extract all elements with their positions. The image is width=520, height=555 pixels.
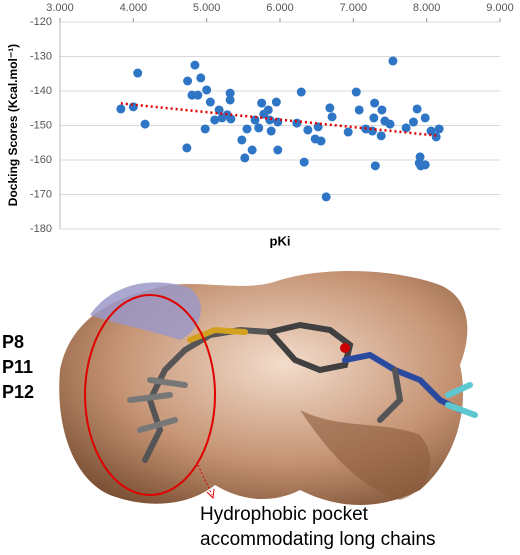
point: [367, 126, 377, 136]
point: [434, 124, 444, 134]
point: [225, 88, 235, 98]
arrow-head: [206, 488, 215, 500]
point: [240, 153, 250, 163]
point: [193, 90, 203, 100]
point: [242, 124, 252, 134]
pocket-label: P12: [2, 382, 34, 402]
point: [271, 97, 281, 107]
point: [237, 135, 247, 145]
y-tick-label: -130: [30, 50, 52, 62]
point: [257, 98, 267, 108]
x-tick-label: 5.000: [193, 2, 221, 14]
x-axis-label: pKi: [270, 233, 291, 248]
point: [225, 95, 235, 105]
annotation: accommodating long chains: [200, 529, 436, 550]
surface-fold: [300, 410, 431, 500]
point: [354, 105, 364, 115]
point: [265, 115, 275, 125]
point: [415, 152, 425, 162]
point: [420, 160, 430, 170]
point: [296, 87, 306, 97]
point: [210, 115, 220, 125]
x-tick-label: 7.000: [340, 2, 368, 14]
point: [254, 123, 264, 133]
point: [401, 123, 411, 133]
point: [370, 98, 380, 108]
y-tick-label: -180: [30, 223, 52, 235]
point: [140, 119, 150, 129]
y-tick-label: -160: [30, 154, 52, 166]
point: [370, 161, 380, 171]
point: [292, 118, 302, 128]
point: [327, 112, 337, 122]
y-axis-label: Docking Scores (Kcal.mol⁻¹): [6, 44, 20, 206]
point: [412, 104, 422, 114]
point: [343, 127, 353, 137]
pocket-label: P11: [2, 357, 33, 377]
point: [303, 125, 313, 135]
annotation: Hydrophobic pocket: [200, 504, 369, 525]
pocket-ring: [84, 294, 216, 496]
point: [266, 126, 276, 136]
point: [250, 115, 260, 125]
point: [377, 105, 387, 115]
point: [385, 119, 395, 129]
point: [376, 131, 386, 141]
point: [369, 113, 379, 123]
point: [247, 145, 257, 155]
point: [200, 124, 210, 134]
point: [182, 143, 192, 153]
point: [263, 105, 273, 115]
arrow: [197, 464, 213, 496]
x-tick-label: 6.000: [266, 2, 294, 14]
docking-figure: P8 P11 P12 Hydrophobic pocket accommodat…: [2, 270, 478, 550]
y-tick-label: -140: [30, 85, 52, 97]
point: [128, 102, 138, 112]
point: [426, 126, 436, 136]
x-tick-label: 8.000: [413, 2, 441, 14]
y-tick-label: -150: [30, 119, 52, 131]
point: [116, 104, 126, 114]
point: [325, 103, 335, 113]
pocket-label: P8: [2, 332, 24, 352]
chart: Docking Scores (Kcal.mol⁻¹) pKi -120 -130…: [6, 2, 514, 249]
point: [133, 68, 143, 78]
point: [190, 60, 200, 70]
point: [420, 113, 430, 123]
point: [408, 117, 418, 127]
point: [273, 145, 283, 155]
point: [226, 114, 236, 124]
y-tick-label: -170: [30, 188, 52, 200]
point: [321, 192, 331, 202]
trendline: [120, 102, 440, 138]
y-tick-label: -120: [30, 16, 52, 28]
point: [196, 73, 206, 83]
polar-patch: [90, 282, 201, 340]
point: [316, 136, 326, 146]
point: [183, 76, 193, 86]
point: [205, 97, 215, 107]
point: [202, 85, 212, 95]
point: [351, 87, 361, 97]
x-tick-label: 4.000: [120, 2, 148, 14]
point: [388, 56, 398, 66]
x-tick-label: 3.000: [46, 2, 74, 14]
point: [299, 157, 309, 167]
point: [431, 132, 441, 142]
ligand: [127, 321, 478, 463]
x-tick-label: 9.000: [486, 2, 514, 14]
